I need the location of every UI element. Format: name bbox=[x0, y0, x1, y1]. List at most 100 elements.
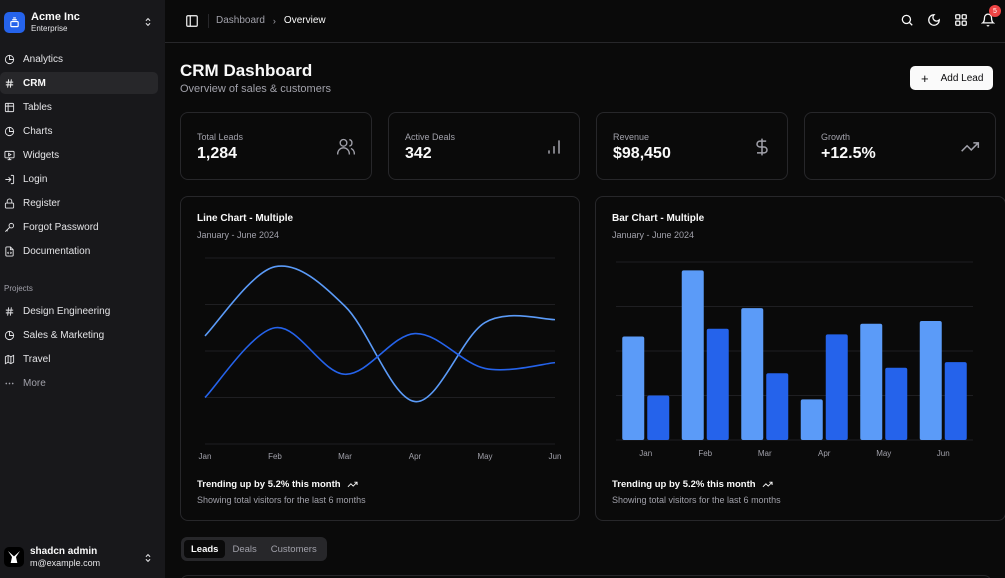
bar-desktop-feb bbox=[681, 270, 704, 440]
sidebar-item-label: Charts bbox=[23, 125, 53, 137]
file-code-icon bbox=[5, 245, 14, 257]
grid-icon bbox=[955, 14, 967, 26]
card-footer: Showing total visitors for the last 6 mo… bbox=[197, 495, 366, 505]
project-travel[interactable]: Travel bbox=[0, 348, 158, 370]
x-tick-label: May bbox=[477, 452, 492, 461]
map-icon bbox=[4, 354, 15, 364]
sidebar-toggle-icon[interactable] bbox=[185, 14, 199, 28]
sidebar-item-widgets[interactable]: Widgets bbox=[0, 144, 158, 166]
bar-mobile-apr bbox=[825, 334, 848, 440]
sidebar-nav: Analytics CRM Tables Charts Widgets Logi… bbox=[0, 48, 158, 264]
stat-value: 342 bbox=[405, 145, 432, 162]
project-label: Sales & Marketing bbox=[23, 329, 105, 341]
notification-badge: 5 bbox=[989, 5, 1001, 17]
card-subtitle: January - June 2024 bbox=[197, 230, 280, 240]
project-more[interactable]: More bbox=[0, 372, 158, 394]
stat-card-revenue: Revenue $98,450 bbox=[596, 112, 788, 180]
trend-label: Trending up by 5.2% this month bbox=[612, 479, 756, 490]
stat-label: Total Leads bbox=[197, 132, 244, 142]
stat-card-total-leads: Total Leads 1,284 bbox=[180, 112, 372, 180]
users-icon bbox=[337, 138, 355, 155]
notifications-button[interactable]: 5 bbox=[980, 5, 1001, 27]
hash-icon bbox=[5, 78, 14, 88]
sidebar-item-label: Widgets bbox=[23, 149, 60, 161]
topbar-actions: 5 bbox=[900, 5, 1001, 27]
tab-leads[interactable]: Leads bbox=[184, 540, 226, 558]
table-icon bbox=[4, 102, 15, 112]
x-tick-label: Jan bbox=[199, 452, 212, 461]
trending-up-icon bbox=[762, 481, 773, 488]
project-sales-marketing[interactable]: Sales & Marketing bbox=[0, 324, 158, 346]
x-tick-label: Jun bbox=[937, 449, 950, 458]
more-horizontal-icon bbox=[5, 382, 14, 384]
trend-text: Trending up by 5.2% this month bbox=[612, 479, 773, 490]
apps-button[interactable] bbox=[954, 13, 968, 27]
breadcrumb-dashboard[interactable]: Dashboard bbox=[216, 15, 265, 26]
sidebar-item-forgot-password[interactable]: Forgot Password bbox=[0, 216, 158, 238]
projects-nav: Design Engineering Sales & Marketing Tra… bbox=[0, 300, 158, 396]
bar-desktop-mar bbox=[741, 308, 764, 440]
search-button[interactable] bbox=[900, 13, 914, 27]
sidebar-item-tables[interactable]: Tables bbox=[0, 96, 158, 118]
topbar: Dashboard › Overview 5 bbox=[165, 0, 1005, 43]
bar-mobile-jan bbox=[647, 395, 670, 440]
user-menu[interactable]: shadcn admin m@example.com bbox=[4, 544, 159, 570]
sidebar-item-label: Analytics bbox=[23, 53, 64, 65]
tab-customers[interactable]: Customers bbox=[270, 543, 317, 555]
search-icon bbox=[901, 14, 913, 26]
sidebar-item-login[interactable]: Login bbox=[0, 168, 158, 190]
x-tick-label: Feb bbox=[268, 452, 282, 461]
project-design-engineering[interactable]: Design Engineering bbox=[0, 300, 158, 322]
moon-icon bbox=[928, 14, 940, 26]
bar-chart-card: Bar Chart - Multiple January - June 2024… bbox=[595, 196, 1005, 521]
sidebar-item-label: Register bbox=[23, 197, 61, 209]
breadcrumb-overview: Overview bbox=[283, 15, 326, 26]
sidebar-item-label: Tables bbox=[23, 101, 52, 113]
bar-desktop-apr bbox=[800, 399, 823, 440]
bar-desktop-jun bbox=[919, 320, 942, 440]
chevron-right-icon: › bbox=[272, 15, 276, 26]
bell-icon bbox=[980, 13, 996, 27]
add-lead-label: Add Lead bbox=[940, 72, 984, 84]
pie-chart-icon bbox=[4, 330, 15, 340]
divider bbox=[208, 14, 209, 28]
bar-mobile-jun bbox=[944, 362, 967, 440]
page-subtitle: Overview of sales & customers bbox=[180, 83, 331, 95]
monitor-play-icon bbox=[4, 150, 15, 160]
bar-desktop-may bbox=[860, 323, 883, 440]
x-tick-label: May bbox=[876, 449, 891, 458]
stat-card-active-deals: Active Deals 342 bbox=[388, 112, 580, 180]
sidebar-item-register[interactable]: Register bbox=[0, 192, 158, 214]
stats-row: Total Leads 1,284 Active Deals 342 Reven… bbox=[180, 112, 996, 180]
team-switcher[interactable]: Acme Inc Enterprise bbox=[4, 8, 159, 36]
bar-desktop-jan bbox=[622, 336, 645, 440]
tabs: Leads Deals Customers bbox=[181, 537, 327, 561]
theme-toggle-button[interactable] bbox=[927, 13, 941, 27]
trending-up-icon bbox=[961, 142, 980, 152]
stat-value: +12.5% bbox=[821, 145, 876, 162]
avatar bbox=[4, 547, 24, 567]
line-series-desktop bbox=[204, 265, 556, 403]
sidebar-item-label: CRM bbox=[23, 77, 46, 89]
tab-deals[interactable]: Deals bbox=[232, 543, 257, 555]
trending-up-icon bbox=[347, 481, 358, 488]
trend-label: Trending up by 5.2% this month bbox=[197, 479, 341, 490]
projects-group-label: Projects bbox=[4, 284, 33, 293]
sidebar-item-charts[interactable]: Charts bbox=[0, 120, 158, 142]
main-content: Dashboard › Overview 5 CRM bbox=[165, 0, 1005, 578]
team-logo-icon bbox=[4, 11, 25, 33]
sidebar-item-analytics[interactable]: Analytics bbox=[0, 48, 158, 70]
sidebar: Acme Inc Enterprise Analytics CRM Tables… bbox=[0, 0, 165, 578]
sidebar-item-crm[interactable]: CRM bbox=[0, 72, 158, 94]
stat-card-growth: Growth +12.5% bbox=[804, 112, 996, 180]
add-lead-button[interactable]: + Add Lead bbox=[910, 66, 993, 90]
pie-chart-icon bbox=[4, 54, 15, 64]
chevrons-up-down-icon bbox=[145, 17, 151, 27]
card-title: Bar Chart - Multiple bbox=[612, 213, 705, 224]
log-in-icon bbox=[5, 174, 15, 184]
sidebar-item-documentation[interactable]: Documentation bbox=[0, 240, 158, 262]
project-label: Design Engineering bbox=[23, 305, 111, 317]
pie-chart-icon bbox=[4, 126, 15, 136]
project-label: Travel bbox=[23, 353, 51, 365]
key-icon bbox=[5, 222, 15, 232]
